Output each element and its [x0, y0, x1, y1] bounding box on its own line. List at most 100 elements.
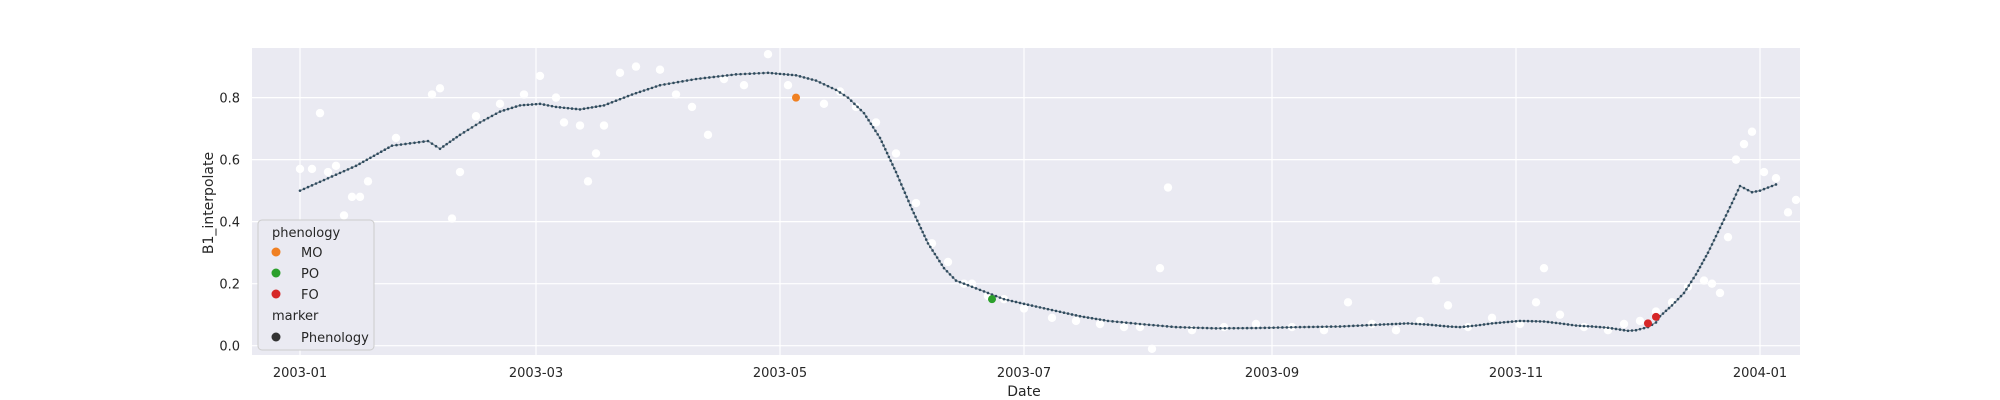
phenology-points: [792, 93, 1660, 328]
observation-point: [347, 192, 357, 202]
curve-point: [869, 122, 873, 126]
curve-point: [926, 242, 930, 245]
observation-point: [1155, 263, 1165, 273]
curve-point: [526, 103, 530, 107]
observation-point: [687, 102, 697, 112]
curve-point: [1006, 298, 1010, 302]
curve-point: [938, 259, 941, 263]
curve-point: [582, 107, 586, 111]
curve-point: [914, 215, 917, 219]
curve-point: [602, 104, 606, 107]
curve-point: [1458, 325, 1462, 329]
curve-point: [1550, 321, 1554, 324]
curve-point: [1386, 322, 1390, 326]
curve-point: [1682, 291, 1686, 295]
observations: [295, 50, 1801, 353]
curve-point: [542, 103, 546, 106]
curve-point: [1014, 300, 1018, 304]
curve-point: [951, 276, 955, 279]
observation-point: [495, 99, 505, 109]
curve-point: [383, 148, 387, 152]
curve-point: [1334, 325, 1337, 328]
curve-point: [1170, 325, 1173, 329]
curve-point: [1143, 323, 1146, 326]
curve-point: [859, 108, 863, 112]
curve-point: [1667, 306, 1671, 310]
curve-point: [546, 104, 550, 107]
curve-point: [334, 173, 338, 176]
curve-point: [739, 72, 742, 76]
curve-point: [1410, 322, 1414, 325]
legend-marker-po: [271, 268, 281, 278]
curve-point: [1338, 325, 1342, 328]
curve-point: [442, 145, 445, 148]
curve-point: [864, 115, 868, 118]
curve-point: [1750, 190, 1754, 194]
curve-point: [1618, 328, 1622, 331]
observation-point: [519, 90, 529, 99]
curve-point: [774, 72, 778, 75]
curve-point: [1518, 319, 1522, 323]
curve-point: [1390, 322, 1394, 326]
curve-point: [482, 118, 486, 122]
curve-point: [894, 170, 898, 174]
curve-point: [891, 163, 894, 166]
observation-point: [427, 90, 437, 99]
curve-point: [1219, 326, 1222, 330]
x-tick-label: 2003-01: [273, 366, 327, 381]
curve-point: [1714, 234, 1718, 238]
y-tick-label: 0.8: [219, 92, 240, 107]
curve-point: [1712, 238, 1716, 242]
curve-point: [586, 106, 590, 110]
observation-point: [1539, 263, 1549, 273]
curve-point: [802, 76, 806, 79]
observation-point: [1619, 319, 1629, 329]
curve-point: [1542, 320, 1546, 323]
curve-point: [856, 105, 859, 109]
curve-point: [558, 106, 562, 109]
curve-point: [1482, 323, 1486, 326]
legend-label-fo: FO: [301, 288, 319, 303]
curve-point: [1687, 284, 1691, 287]
curve-point: [1494, 321, 1498, 325]
curve-point: [1165, 325, 1169, 328]
curve-point: [404, 142, 407, 146]
curve-point: [1466, 325, 1470, 328]
observation-point: [1699, 276, 1709, 285]
curve-point: [326, 176, 330, 180]
curve-point: [338, 171, 342, 175]
curve-point: [1183, 326, 1187, 329]
curve-point: [818, 81, 822, 84]
curve-point: [1034, 305, 1038, 308]
curve-point: [498, 110, 502, 113]
curve-point: [1374, 323, 1377, 327]
curve-point: [622, 96, 626, 99]
curve-point: [1214, 327, 1218, 330]
y-tick-label: 0.6: [219, 154, 240, 169]
curve-point: [1074, 314, 1078, 317]
curve-point: [924, 238, 928, 241]
curve-point: [919, 226, 923, 230]
curve-point: [1434, 324, 1438, 327]
curve-point: [1702, 258, 1706, 262]
curve-point: [365, 158, 369, 162]
curve-point: [1120, 320, 1124, 324]
curve-point: [1241, 326, 1244, 330]
curve-point: [1188, 326, 1191, 329]
curve-point: [426, 139, 430, 143]
curve-point: [646, 87, 650, 91]
curve-point: [1094, 317, 1098, 321]
curve-point: [618, 97, 622, 101]
curve-point: [978, 288, 982, 292]
curve-point: [458, 133, 462, 137]
curve-point: [614, 99, 618, 103]
curve-point: [1030, 304, 1034, 307]
curve-point: [708, 76, 711, 79]
curve-point: [1272, 326, 1275, 329]
curve-point: [712, 75, 716, 79]
curve-point: [826, 84, 830, 88]
curve-point: [1704, 254, 1708, 258]
observation-point: [447, 214, 457, 223]
curve-point: [1196, 326, 1200, 330]
curve-point: [1236, 326, 1240, 330]
